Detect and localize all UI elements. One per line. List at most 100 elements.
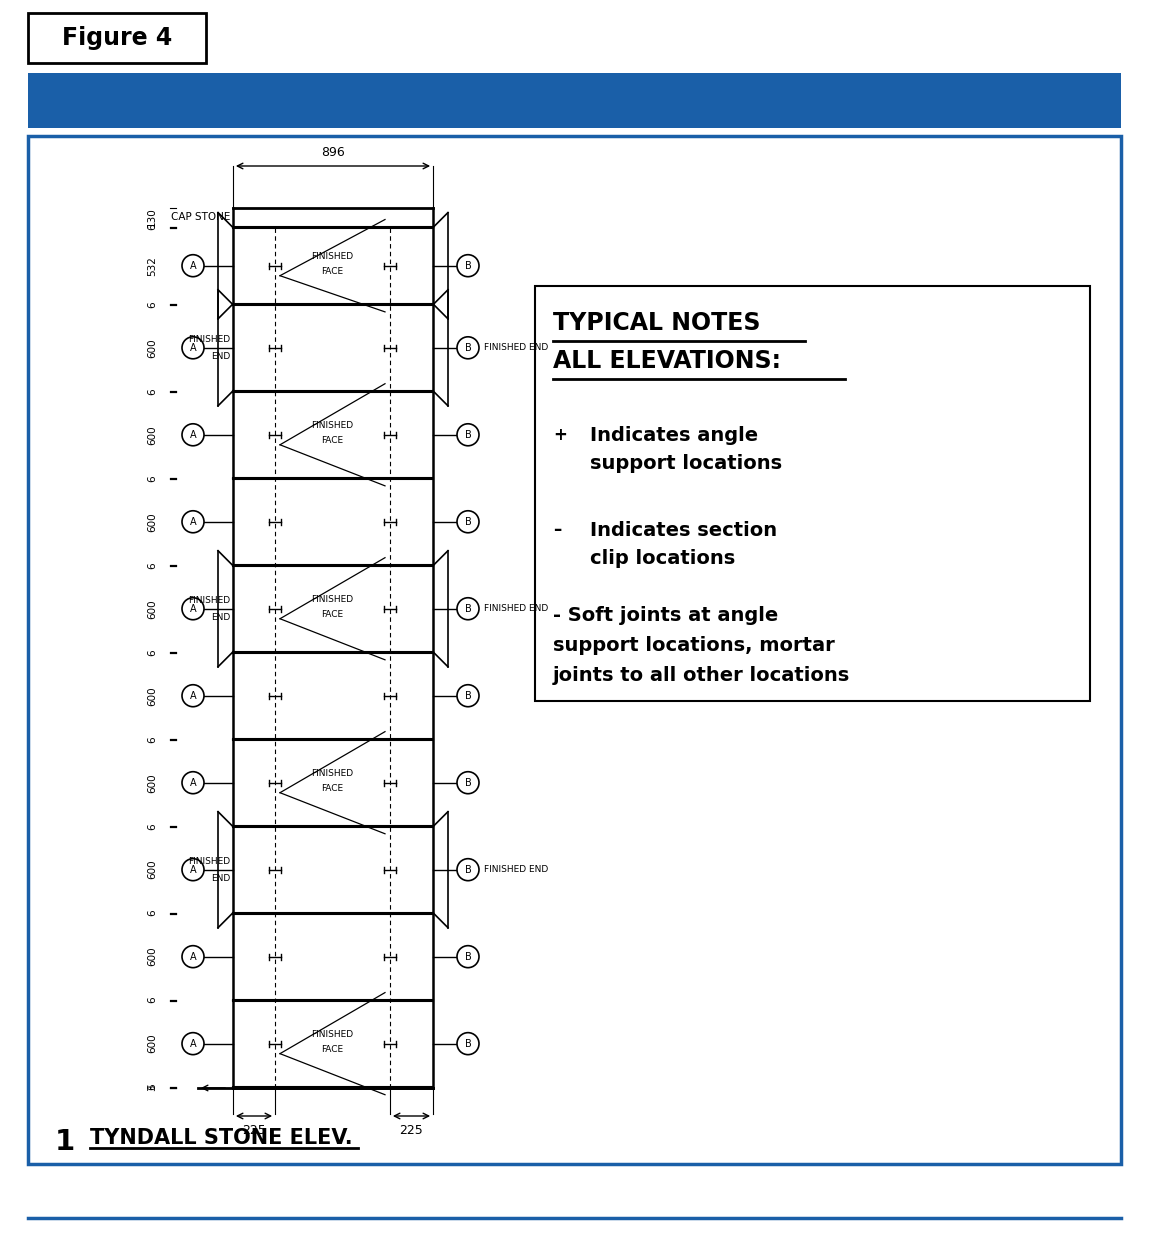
Text: 896: 896 <box>321 146 345 159</box>
Bar <box>535 287 1090 701</box>
Text: 6: 6 <box>147 562 157 568</box>
Text: 600: 600 <box>147 685 157 705</box>
Circle shape <box>182 771 205 794</box>
Circle shape <box>182 254 205 277</box>
Text: 6: 6 <box>147 302 157 308</box>
Text: B: B <box>464 343 471 353</box>
Text: B: B <box>464 260 471 270</box>
Text: joints to all other locations: joints to all other locations <box>553 667 850 685</box>
Text: B: B <box>464 517 471 527</box>
Text: END: END <box>210 873 230 882</box>
Text: - Soft joints at angle: - Soft joints at angle <box>553 606 778 625</box>
Text: 6: 6 <box>147 1084 157 1090</box>
Circle shape <box>457 424 479 446</box>
Text: FINISHED: FINISHED <box>188 857 230 866</box>
Circle shape <box>182 598 205 619</box>
Text: FINISHED: FINISHED <box>188 596 230 604</box>
Text: TYNDALL STONE ELEV.: TYNDALL STONE ELEV. <box>90 1128 353 1148</box>
Circle shape <box>457 685 479 706</box>
Text: A: A <box>190 604 196 614</box>
Text: A: A <box>190 865 196 875</box>
Circle shape <box>182 511 205 533</box>
Text: A: A <box>190 260 196 270</box>
Text: A: A <box>190 778 196 787</box>
Text: 600: 600 <box>147 773 157 792</box>
Text: FACE: FACE <box>322 267 344 275</box>
Text: FINISHED: FINISHED <box>311 252 354 260</box>
Text: 6: 6 <box>147 736 157 743</box>
Text: B: B <box>464 952 471 962</box>
Circle shape <box>457 511 479 533</box>
Text: B: B <box>464 690 471 700</box>
Text: B: B <box>464 778 471 787</box>
Circle shape <box>182 685 205 706</box>
Circle shape <box>457 598 479 619</box>
Text: 3: 3 <box>147 1084 157 1091</box>
Text: B: B <box>464 430 471 440</box>
Text: 6: 6 <box>147 388 157 395</box>
Text: 600: 600 <box>147 860 157 880</box>
Text: ALL ELEVATIONS:: ALL ELEVATIONS: <box>553 349 781 373</box>
Text: –: – <box>553 521 561 540</box>
Circle shape <box>182 858 205 881</box>
Text: 600: 600 <box>147 512 157 532</box>
Circle shape <box>182 336 205 359</box>
Text: A: A <box>190 430 196 440</box>
Text: A: A <box>190 1039 196 1049</box>
Text: CAP STONE: CAP STONE <box>170 212 230 222</box>
Circle shape <box>457 771 479 794</box>
Text: A: A <box>190 952 196 962</box>
Text: FACE: FACE <box>322 609 344 619</box>
Text: 225: 225 <box>400 1124 423 1138</box>
Circle shape <box>457 254 479 277</box>
Circle shape <box>182 946 205 968</box>
Text: B: B <box>464 1039 471 1049</box>
Text: 6: 6 <box>147 475 157 482</box>
Circle shape <box>182 1033 205 1054</box>
Text: clip locations: clip locations <box>589 549 735 568</box>
Text: 6: 6 <box>147 224 157 231</box>
Text: A: A <box>190 343 196 353</box>
Text: support locations, mortar: support locations, mortar <box>553 635 835 655</box>
Text: 130: 130 <box>147 207 157 227</box>
Text: support locations: support locations <box>589 454 782 473</box>
Circle shape <box>457 858 479 881</box>
Text: FINISHED END: FINISHED END <box>484 604 548 613</box>
Text: 600: 600 <box>147 599 157 618</box>
Text: Indicates section: Indicates section <box>589 521 777 540</box>
Text: +: + <box>553 426 566 444</box>
Text: 1: 1 <box>55 1128 75 1156</box>
Text: FINISHED: FINISHED <box>311 594 354 604</box>
Text: END: END <box>210 351 230 361</box>
Text: 600: 600 <box>147 947 157 967</box>
Text: 532: 532 <box>147 255 157 275</box>
Text: FINISHED: FINISHED <box>311 421 354 430</box>
Circle shape <box>457 1033 479 1054</box>
Bar <box>28 136 1121 1164</box>
Text: FINISHED: FINISHED <box>188 335 230 344</box>
Circle shape <box>182 424 205 446</box>
Text: 6: 6 <box>147 910 157 917</box>
Text: B: B <box>464 865 471 875</box>
Text: FINISHED: FINISHED <box>311 769 354 778</box>
Text: A: A <box>190 690 196 700</box>
Text: FACE: FACE <box>322 436 344 445</box>
Text: FINISHED: FINISHED <box>311 1029 354 1039</box>
Circle shape <box>457 946 479 968</box>
Text: 6: 6 <box>147 649 157 655</box>
Text: FINISHED END: FINISHED END <box>484 344 548 353</box>
Text: 6: 6 <box>147 822 157 830</box>
Text: 6: 6 <box>147 997 157 1003</box>
Text: FACE: FACE <box>322 784 344 792</box>
Text: 600: 600 <box>147 425 157 445</box>
Text: FINISHED END: FINISHED END <box>484 865 548 875</box>
Circle shape <box>457 336 479 359</box>
Text: 600: 600 <box>147 338 157 358</box>
Text: END: END <box>210 613 230 622</box>
Text: FACE: FACE <box>322 1044 344 1054</box>
Bar <box>28 12 206 64</box>
Bar <box>28 74 1121 128</box>
Text: 225: 225 <box>242 1124 265 1138</box>
Text: B: B <box>464 604 471 614</box>
Text: Figure 4: Figure 4 <box>62 26 172 50</box>
